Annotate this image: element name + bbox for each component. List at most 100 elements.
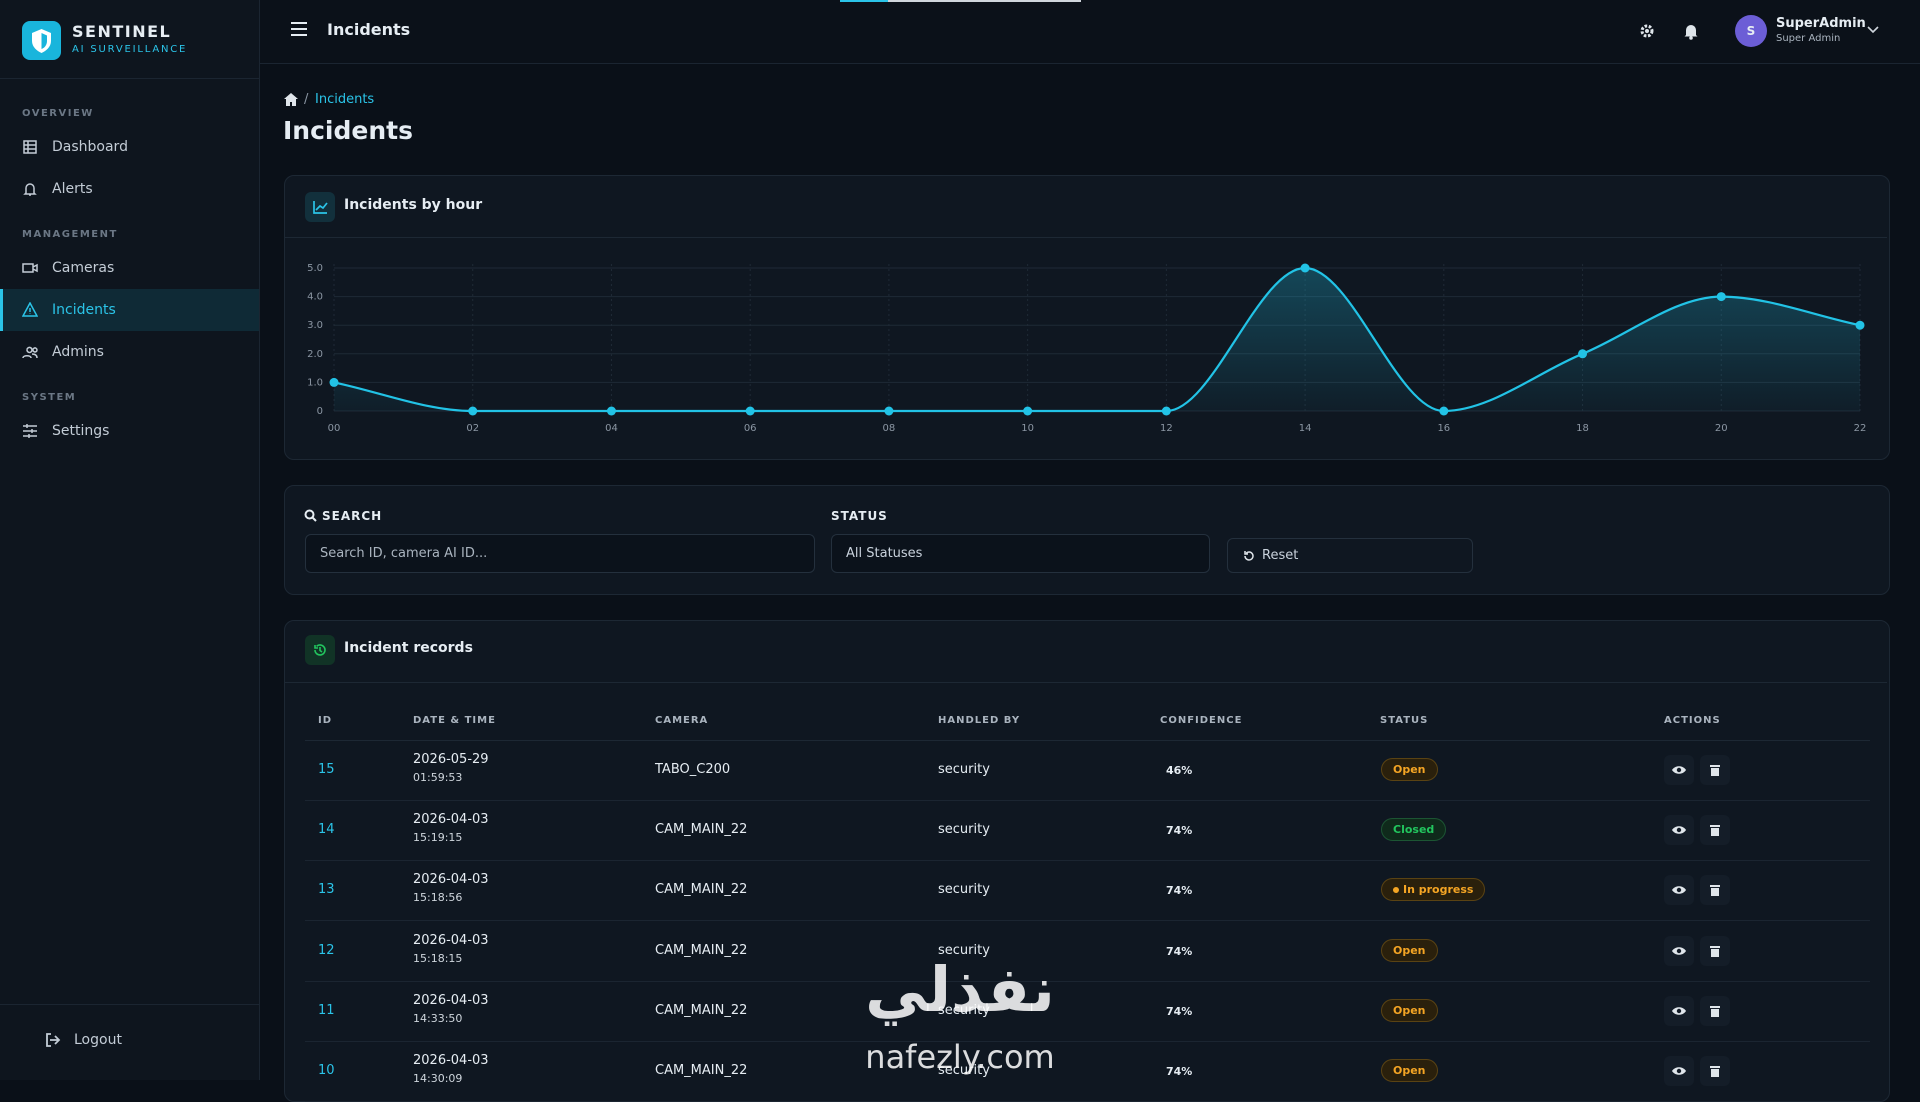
- icon-shape: [1710, 1005, 1720, 1017]
- brand: SENTINEL: [72, 22, 172, 41]
- nav-item[interactable]: Settings: [0, 410, 259, 452]
- user-menu-chevron[interactable]: [1867, 26, 1879, 34]
- incident-date: 2026-04-03: [413, 992, 489, 1008]
- incident-date: 2026-04-03: [413, 1053, 489, 1068]
- icon-shape: [22, 346, 38, 359]
- progress: [888, 0, 1081, 2]
- incident-id[interactable]: 12: [318, 942, 335, 958]
- incident-time: 15:19:15: [413, 831, 463, 845]
- nav-item[interactable]: Admins: [0, 331, 259, 373]
- chart-card: [284, 175, 1890, 460]
- x-tick-label: 04: [605, 423, 618, 434]
- x-tick-label: 14: [1299, 423, 1312, 434]
- nav-icon: [22, 346, 38, 359]
- delete-button[interactable]: [1700, 935, 1730, 966]
- delete-button[interactable]: [1700, 755, 1730, 785]
- point: [1023, 406, 1033, 416]
- x-tick-label: 22: [1854, 423, 1867, 434]
- nav-item[interactable]: Dashboard: [0, 126, 259, 168]
- status-label: STATUS: [831, 509, 888, 523]
- divider: [285, 682, 1887, 683]
- status-label: Open: [1393, 1003, 1426, 1017]
- point: [1439, 406, 1449, 416]
- nav-label: Dashboard: [52, 139, 128, 155]
- settings-button[interactable]: [1638, 22, 1656, 40]
- status-label: Open: [1393, 943, 1426, 957]
- divider: [0, 1004, 259, 1005]
- view-button[interactable]: [1664, 995, 1694, 1026]
- incident-id[interactable]: 10: [318, 1063, 335, 1078]
- handled-by: security: [938, 1063, 990, 1078]
- point: [329, 377, 339, 387]
- sidebar: SENTINEL AI SURVEILLANCE OVERVIEW Dashboa…: [0, 0, 260, 1080]
- incident-id[interactable]: 13: [318, 882, 335, 898]
- handled-by: security: [938, 942, 990, 958]
- avatar[interactable]: S: [1735, 15, 1767, 47]
- notifications-button[interactable]: [1682, 22, 1700, 40]
- delete-button[interactable]: [1700, 1056, 1730, 1086]
- view-button[interactable]: [1664, 755, 1694, 785]
- point: [1578, 349, 1588, 359]
- user-name: SuperAdmin: [1776, 16, 1866, 31]
- status-select[interactable]: All Statuses: [831, 534, 1210, 573]
- reset-button[interactable]: Reset: [1227, 538, 1473, 573]
- icon-shape: [22, 302, 38, 317]
- view-button[interactable]: [1664, 935, 1694, 966]
- confidence: 46%: [1166, 764, 1193, 777]
- delete-button[interactable]: [1700, 815, 1730, 846]
- x-tick-label: 10: [1021, 423, 1034, 434]
- home-icon[interactable]: [284, 93, 298, 106]
- status-badge: In progress: [1381, 878, 1486, 902]
- nav-item[interactable]: Incidents: [0, 289, 259, 331]
- records-icon: [305, 635, 335, 665]
- logout[interactable]: Logout: [44, 1031, 122, 1049]
- icon-shape: [1710, 1066, 1720, 1077]
- chart: 0 1.0 2.0 3.0 4.0 5.0 00 02 04 06 08 10 12 14 16 18 20 22: [307, 263, 1867, 434]
- incident-id[interactable]: 14: [318, 822, 335, 838]
- search-input[interactable]: Search ID, camera AI ID...: [305, 534, 815, 573]
- table-header-border: [305, 740, 1870, 741]
- watermark-latin: nafezly.com: [865, 1038, 1055, 1076]
- handled-by: security: [938, 822, 990, 838]
- camera: CAM_MAIN_22: [655, 942, 748, 958]
- column-header: ACTIONS: [1664, 715, 1721, 726]
- point: [884, 406, 894, 416]
- handled-by: security: [938, 762, 990, 777]
- icon-shape: [23, 140, 37, 154]
- icon-shape: [23, 424, 37, 438]
- x-tick-label: 16: [1437, 423, 1450, 434]
- confidence: 74%: [1166, 824, 1193, 838]
- column-header: ID: [318, 715, 333, 726]
- nav-label: Alerts: [52, 181, 93, 197]
- delete-button[interactable]: [1700, 995, 1730, 1026]
- x-tick-label: 12: [1160, 423, 1173, 434]
- status-badge: Open: [1381, 938, 1438, 962]
- icon-shape: [1676, 827, 1682, 833]
- delete-button[interactable]: [1700, 875, 1730, 906]
- icon: [1672, 826, 1686, 834]
- menu-toggle[interactable]: [290, 21, 308, 37]
- incident-id[interactable]: 15: [318, 762, 335, 777]
- handled-by: security: [938, 1002, 990, 1018]
- nav-item[interactable]: Alerts: [0, 168, 259, 210]
- incident-time: 14:33:50: [413, 1011, 463, 1025]
- header-title: Incidents: [327, 20, 411, 39]
- view-button[interactable]: [1664, 815, 1694, 846]
- status-label: Closed: [1393, 823, 1435, 837]
- status-badge: Open: [1381, 998, 1438, 1022]
- x-tick-label: 00: [328, 423, 341, 434]
- nav-item[interactable]: Cameras: [0, 247, 259, 289]
- icon: [1672, 886, 1686, 895]
- confidence: 74%: [1166, 884, 1193, 898]
- nav-label: Admins: [52, 344, 104, 360]
- point: [1161, 406, 1171, 416]
- x-tick-label: 02: [466, 423, 479, 434]
- view-button[interactable]: [1664, 1056, 1694, 1086]
- status-label: Open: [1393, 763, 1426, 776]
- chart-title: Incidents by hour: [344, 197, 483, 213]
- view-button[interactable]: [1664, 875, 1694, 906]
- incident-id[interactable]: 11: [318, 1002, 335, 1018]
- icon-shape: [1676, 1008, 1682, 1013]
- breadcrumb-current[interactable]: Incidents: [315, 92, 375, 107]
